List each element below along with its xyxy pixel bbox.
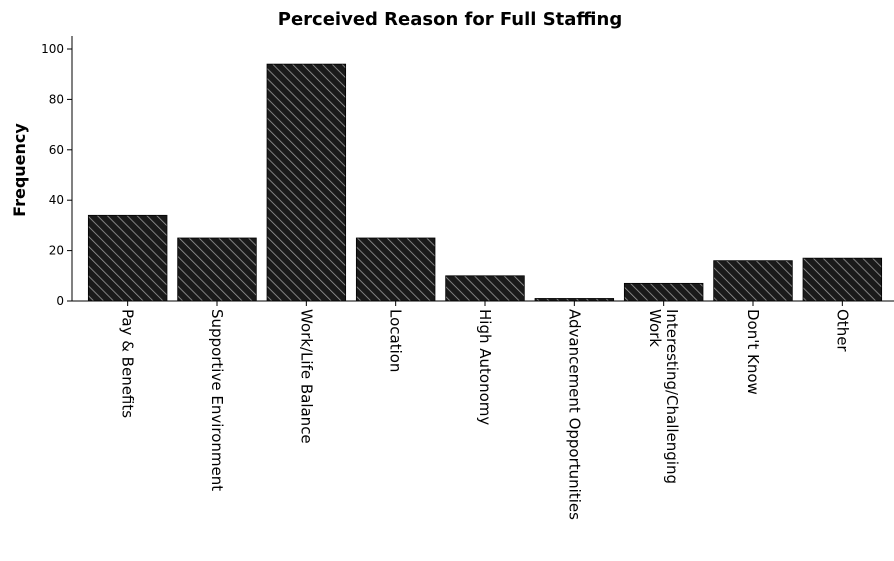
y-tick-label: 60	[49, 143, 64, 157]
x-tick-label: Other	[833, 309, 851, 352]
x-tick-label: Location	[387, 309, 405, 372]
x-tick-label: High Autonomy	[476, 309, 494, 425]
bar	[178, 238, 257, 301]
x-tick-label: Don't Know	[744, 309, 762, 395]
bars	[88, 64, 881, 301]
x-tick-label: Supportive Environment	[208, 309, 226, 491]
y-tick-label: 20	[49, 244, 64, 258]
x-tick-label: Pay & Benefits	[119, 309, 137, 418]
bar	[356, 238, 435, 301]
bar	[88, 215, 167, 301]
bar	[714, 261, 793, 301]
bar	[803, 258, 882, 301]
x-tick-label: Advancement Opportunities	[565, 309, 583, 520]
bar	[446, 276, 525, 301]
y-tick-label: 80	[49, 92, 64, 106]
y-axis-label: Frequency	[10, 123, 29, 217]
x-tick-label: Work/Life Balance	[297, 309, 315, 444]
bar	[267, 64, 346, 301]
x-axis: Pay & Benefits Supportive Environment Work…	[72, 301, 894, 520]
y-tick-label: 40	[49, 193, 64, 207]
y-axis: 0 20 40 60 80 100	[41, 36, 72, 308]
x-tick-label: Interesting/ChallengingWork	[646, 309, 681, 484]
y-tick-label: 100	[41, 42, 64, 56]
bar	[624, 283, 703, 301]
y-tick-label: 0	[56, 294, 64, 308]
chart-title: Perceived Reason for Full Staffing	[278, 9, 622, 30]
